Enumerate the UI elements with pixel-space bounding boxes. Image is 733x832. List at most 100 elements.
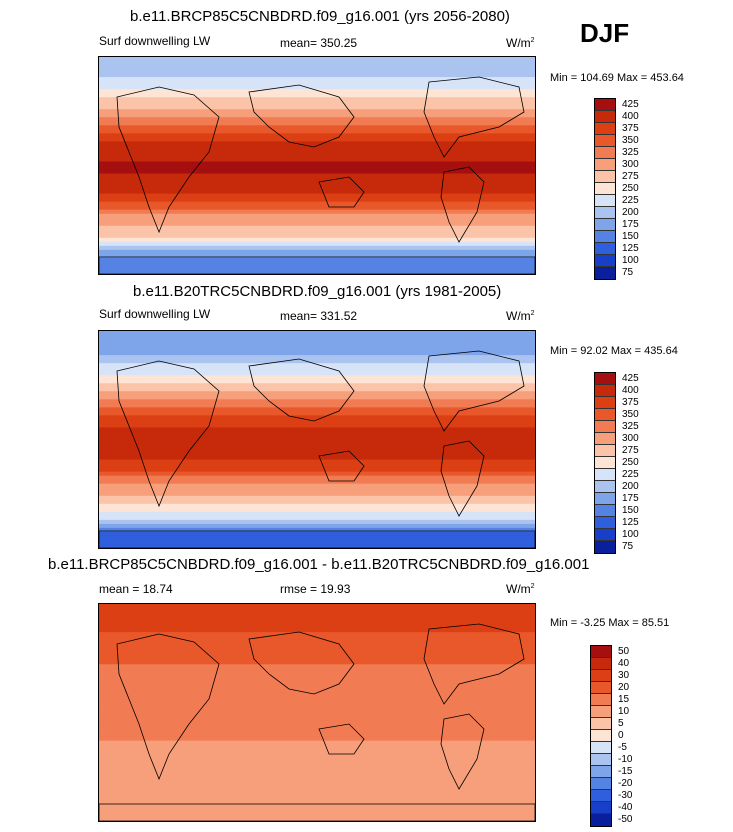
field-band [99, 193, 535, 199]
coastline [248, 358, 355, 422]
colorbar-swatch [595, 99, 615, 111]
field-band [99, 61, 535, 66]
field-band [99, 459, 535, 465]
panel1-map [98, 56, 536, 275]
field-band [99, 756, 535, 762]
coastline [248, 84, 355, 148]
colorbar-tick-label: 400 [622, 111, 639, 122]
field-band [99, 371, 535, 376]
field-band [99, 153, 535, 159]
field-band [99, 73, 535, 78]
field-band [99, 423, 535, 429]
panel1-field [99, 57, 535, 274]
colorbar-swatch [595, 231, 615, 243]
colorbar-tick-label: 5 [618, 718, 624, 729]
coastline [116, 633, 220, 781]
field-band [99, 225, 535, 231]
field-band [99, 367, 535, 372]
colorbar-swatch [595, 421, 615, 433]
field-band [99, 495, 535, 501]
field-band [99, 656, 535, 661]
field-band [99, 507, 535, 513]
field-band [99, 419, 535, 425]
colorbar-swatch [595, 469, 615, 481]
field-band [99, 668, 535, 673]
colorbar-tick-label: -10 [618, 754, 633, 765]
field-band [99, 616, 535, 621]
field-band [99, 696, 535, 702]
colorbar-swatch [591, 682, 611, 694]
field-band [99, 539, 535, 545]
field-band [99, 427, 535, 433]
field-band [99, 780, 535, 786]
field-band [99, 796, 535, 802]
field-band [99, 660, 535, 665]
panel3-title: b.e11.BRCP85C5CNBDRD.f09_g16.001 - b.e11… [48, 556, 590, 573]
coastline [423, 623, 525, 705]
field-band [99, 363, 535, 368]
field-band [99, 808, 535, 814]
field-band [99, 435, 535, 441]
colorbar-swatch [595, 445, 615, 457]
field-band [99, 744, 535, 750]
field-band [99, 652, 535, 657]
colorbar-tick-label: 200 [622, 207, 639, 218]
field-band [99, 483, 535, 489]
field-band [99, 331, 535, 336]
field-band [99, 165, 535, 171]
field-band [99, 812, 535, 818]
colorbar-swatch [595, 267, 615, 279]
field-band [99, 89, 535, 94]
field-band [99, 233, 535, 239]
field-band [99, 113, 535, 118]
field-band [99, 339, 535, 344]
colorbar-swatch [595, 481, 615, 493]
field-band [99, 724, 535, 730]
field-band [99, 81, 535, 86]
field-band [99, 499, 535, 505]
field-band [99, 173, 535, 179]
coastline [99, 530, 535, 548]
coastline [99, 803, 535, 821]
field-band [99, 676, 535, 681]
colorbar-swatch [591, 742, 611, 754]
coastline [116, 86, 220, 234]
field-band [99, 177, 535, 183]
colorbar-swatch [591, 802, 611, 814]
field-band [99, 197, 535, 203]
field-band [99, 129, 535, 134]
field-band [99, 161, 535, 167]
field-band [99, 628, 535, 633]
colorbar-swatch [591, 754, 611, 766]
colorbar-swatch [595, 135, 615, 147]
panel1-title: b.e11.BRCP85C5CNBDRD.f09_g16.001 (yrs 20… [130, 8, 510, 25]
field-band [99, 527, 535, 533]
colorbar-tick-label: 75 [622, 541, 634, 552]
field-band [99, 93, 535, 98]
colorbar-swatch [595, 541, 615, 553]
field-band [99, 688, 535, 694]
panel3-field [99, 604, 535, 821]
colorbar-swatch [591, 730, 611, 742]
field-band [99, 451, 535, 457]
field-band [99, 503, 535, 509]
field-band [99, 391, 535, 396]
colorbar-swatch [591, 670, 611, 682]
field-band [99, 479, 535, 485]
field-band [99, 664, 535, 669]
colorbar-tick-label: 175 [622, 493, 639, 504]
field-band [99, 137, 535, 142]
colorbar-swatch [591, 790, 611, 802]
field-band [99, 531, 535, 537]
colorbar-tick-label: 350 [622, 409, 639, 420]
field-band [99, 181, 535, 187]
field-band [99, 692, 535, 698]
colorbar-swatch [595, 195, 615, 207]
field-band [99, 65, 535, 70]
colorbar-tick-label: 0 [618, 730, 624, 741]
colorbar-tick-label: 350 [622, 135, 639, 146]
panel3-minmax: Min = -3.25 Max = 85.51 [550, 617, 670, 629]
field-band [99, 403, 535, 408]
field-band [99, 708, 535, 714]
colorbar-swatch [595, 409, 615, 421]
